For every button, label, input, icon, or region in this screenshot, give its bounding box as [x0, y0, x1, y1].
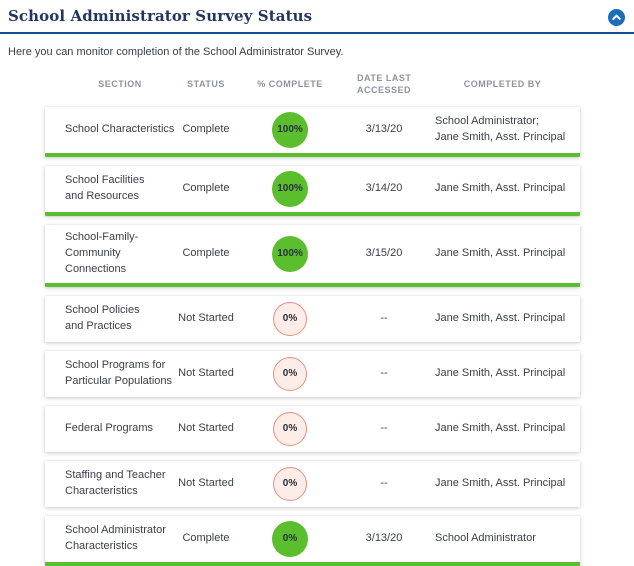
percent-badge: 100%: [272, 171, 308, 207]
percent-cell: 0%: [237, 520, 343, 557]
date-last-accessed-cell: 3/13/20: [365, 123, 403, 136]
percent-cell: 100%: [237, 171, 343, 207]
section-cell: Staffing and Teacher Characteristics: [65, 468, 166, 497]
table-row: School Characteristics Complete 100% 3/1…: [45, 107, 580, 157]
percent-badge: 0%: [272, 520, 308, 557]
percent-cell: 0%: [237, 466, 343, 501]
date-last-accessed-cell: --: [380, 421, 388, 434]
status-cell: Complete: [182, 123, 230, 136]
percent-badge: 0%: [273, 411, 307, 446]
date-last-accessed-cell: --: [380, 366, 388, 379]
status-cell: Complete: [182, 246, 230, 259]
completed-by-cell: Jane Smith, Asst. Principal: [435, 421, 566, 434]
section-cell: School Administrator Characteristics: [65, 523, 166, 552]
table-row: School Programs for Particular Populatio…: [45, 350, 580, 397]
status-cell: Complete: [182, 182, 230, 195]
section-cell: School Programs for Particular Populatio…: [65, 358, 173, 387]
column-header-status: Status: [187, 78, 225, 89]
completed-by-cell: School Administrator: [435, 531, 536, 544]
table-row: School Administrator Characteristics Com…: [45, 515, 580, 566]
date-last-accessed-cell: --: [380, 476, 388, 489]
column-header-percent-complete: % Complete: [257, 78, 323, 89]
percent-cell: 0%: [237, 301, 343, 336]
completed-by-cell: Jane Smith, Asst. Principal: [435, 182, 566, 195]
percent-badge: 100%: [272, 112, 308, 148]
table-row: School Policies and Practices Not Starte…: [45, 295, 580, 342]
status-cell: Not Started: [178, 366, 234, 379]
status-cell: Not Started: [178, 421, 234, 434]
percent-badge: 0%: [273, 356, 307, 391]
percent-badge: 0%: [273, 301, 307, 336]
table-body: School Characteristics Complete 100% 3/1…: [45, 107, 580, 566]
completed-by-cell: Jane Smith, Asst. Principal: [435, 366, 566, 379]
column-header-completed-by: Completed By: [463, 78, 542, 89]
table-header-row: Section Status % Complete Date Last Acce…: [45, 71, 580, 97]
section-cell: Federal Programs: [65, 421, 154, 434]
percent-badge: 100%: [272, 235, 308, 272]
status-cell: Not Started: [178, 311, 234, 324]
date-last-accessed-cell: --: [380, 311, 388, 324]
section-cell: School Characteristics: [65, 123, 175, 136]
table-row: Federal Programs Not Started 0% -- Jane …: [45, 405, 580, 452]
panel-header: School Administrator Survey Status: [0, 0, 634, 26]
survey-status-table: Section Status % Complete Date Last Acce…: [45, 71, 580, 566]
title-divider: [0, 32, 634, 34]
intro-text: Here you can monitor completion of the S…: [8, 46, 344, 58]
completed-by-cell: Jane Smith, Asst. Principal: [435, 311, 566, 324]
status-cell: Complete: [182, 531, 230, 544]
status-cell: Not Started: [178, 476, 234, 489]
percent-cell: 0%: [237, 411, 343, 446]
table-row: Staffing and Teacher Characteristics Not…: [45, 460, 580, 507]
table-row: School Facilities and Resources Complete…: [45, 166, 580, 216]
section-cell: School Facilities and Resources: [65, 174, 145, 202]
percent-cell: 0%: [237, 356, 343, 391]
completed-by-cell: Jane Smith, Asst. Principal: [435, 476, 566, 489]
chevron-up-icon: [611, 12, 622, 23]
section-cell: School-Family-Community Connections: [65, 231, 139, 275]
date-last-accessed-cell: 3/13/20: [365, 531, 403, 544]
column-header-section: Section: [98, 78, 142, 89]
collapse-panel-button[interactable]: [608, 9, 625, 26]
date-last-accessed-cell: 3/15/20: [365, 246, 403, 259]
percent-cell: 100%: [237, 112, 343, 148]
percent-cell: 100%: [237, 235, 343, 272]
completed-by-cell: Jane Smith, Asst. Principal: [435, 246, 566, 259]
table-row: School-Family-Community Connections Comp…: [45, 225, 580, 287]
date-last-accessed-cell: 3/14/20: [365, 182, 403, 195]
completed-by-cell: School Administrator; Jane Smith, Asst. …: [435, 115, 566, 143]
percent-badge: 0%: [273, 466, 307, 501]
section-cell: School Policies and Practices: [65, 303, 140, 332]
column-header-date-last-accessed: Date Last Accessed: [357, 72, 412, 95]
page-title: School Administrator Survey Status: [8, 7, 313, 25]
